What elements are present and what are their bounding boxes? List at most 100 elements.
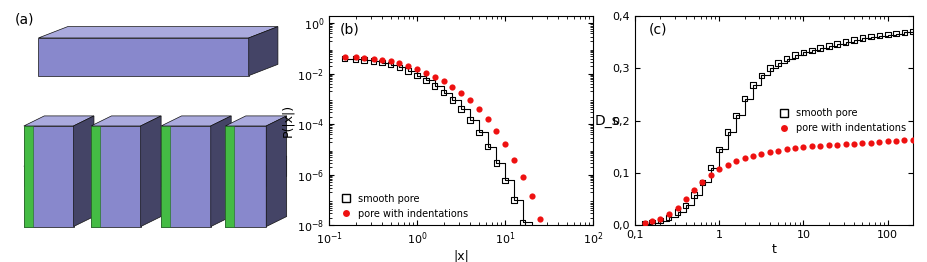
Point (695, 180, 710, 184)
Point (533, 252, 548, 256)
Point (704, 166, 718, 170)
Point (687, 188, 702, 192)
Point (383, 63, 398, 67)
Point (366, 57, 381, 61)
Point (729, 159, 743, 163)
Point (788, 53, 803, 57)
Point (830, 143, 844, 147)
Point (704, 173, 718, 177)
Point (498, 142, 513, 146)
Polygon shape (266, 156, 286, 186)
Point (754, 152, 768, 156)
Point (349, 55, 363, 59)
Point (489, 161, 503, 165)
Point (855, 141, 870, 145)
Point (821, 44, 836, 48)
Point (897, 30, 912, 35)
Point (863, 140, 878, 145)
Legend: smooth pore, pore with indentations: smooth pore, pore with indentations (772, 106, 908, 135)
Point (525, 194, 540, 199)
Point (645, 221, 660, 225)
Point (507, 198, 522, 202)
Point (525, 247, 540, 251)
Polygon shape (266, 116, 286, 227)
Point (357, 58, 372, 62)
Point (366, 59, 381, 63)
Point (813, 144, 828, 148)
Point (541, 259, 556, 262)
Point (453, 107, 468, 111)
Point (796, 145, 811, 149)
Polygon shape (210, 116, 231, 227)
Point (515, 174, 530, 179)
Point (661, 215, 676, 220)
Point (796, 50, 811, 54)
Point (762, 66, 777, 70)
Point (661, 212, 676, 216)
Point (770, 61, 785, 65)
Point (498, 178, 513, 183)
Point (410, 67, 425, 71)
Point (770, 149, 785, 153)
Point (745, 83, 760, 87)
Point (471, 130, 486, 134)
Point (762, 150, 777, 155)
Point (906, 138, 921, 142)
Point (687, 193, 702, 197)
Point (780, 57, 794, 61)
Point (471, 107, 486, 111)
Point (805, 144, 819, 148)
Point (375, 58, 389, 62)
Point (720, 130, 735, 134)
Point (872, 34, 887, 38)
Point (653, 216, 667, 221)
Point (855, 36, 870, 40)
Point (419, 78, 434, 83)
Point (863, 35, 878, 39)
Point (897, 138, 912, 143)
Point (737, 156, 752, 160)
Polygon shape (161, 126, 210, 227)
Point (375, 61, 389, 65)
Point (889, 31, 904, 36)
Point (653, 219, 667, 223)
Point (480, 145, 495, 149)
Point (846, 141, 861, 146)
Point (637, 222, 652, 226)
Point (383, 59, 398, 63)
Point (515, 220, 530, 225)
Point (737, 96, 752, 101)
Point (679, 203, 693, 208)
Point (419, 71, 434, 75)
Polygon shape (91, 126, 100, 227)
Point (400, 69, 415, 73)
Point (712, 147, 727, 151)
Point (480, 117, 495, 121)
Point (533, 217, 548, 221)
Point (337, 54, 352, 59)
Point (695, 180, 710, 184)
Point (830, 42, 844, 46)
Point (453, 91, 468, 95)
Point (712, 167, 727, 171)
Point (489, 129, 503, 133)
Point (846, 38, 861, 42)
Point (427, 84, 442, 88)
Point (881, 32, 895, 37)
Polygon shape (24, 126, 73, 227)
Polygon shape (141, 116, 161, 227)
Polygon shape (248, 27, 278, 76)
Point (541, 243, 556, 247)
Point (754, 73, 768, 78)
Polygon shape (161, 126, 170, 227)
Point (392, 65, 407, 69)
Y-axis label: D_s: D_s (594, 113, 619, 128)
Point (745, 154, 760, 158)
Legend: smooth pore, pore with indentations: smooth pore, pore with indentations (334, 192, 470, 220)
Point (821, 143, 836, 147)
Text: (b): (b) (339, 22, 360, 36)
Polygon shape (38, 38, 248, 76)
Point (645, 219, 660, 223)
Point (788, 146, 803, 150)
Point (720, 162, 735, 167)
